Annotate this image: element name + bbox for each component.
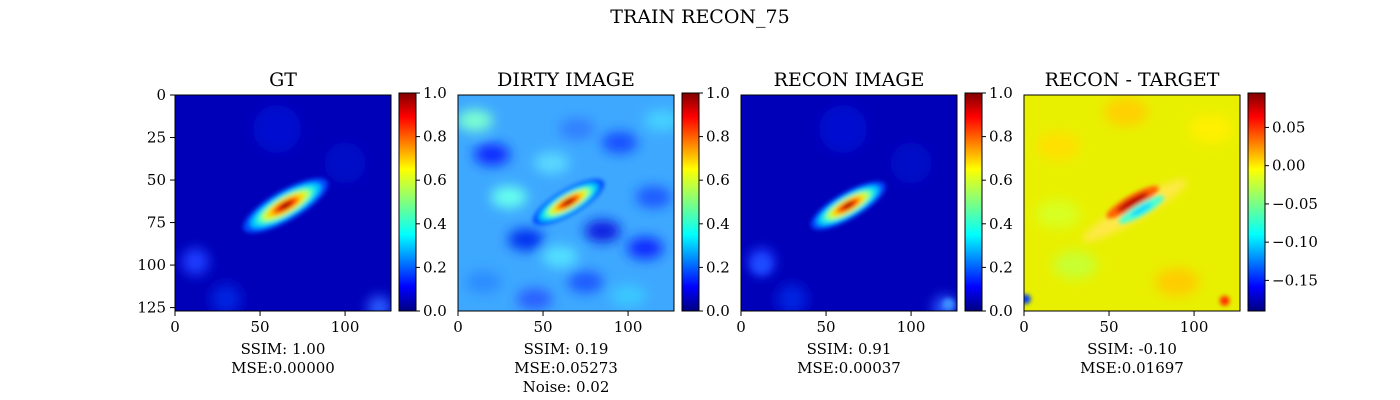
panel-stat: Noise: 0.02: [523, 378, 610, 396]
colorbar: [681, 92, 700, 312]
axes-frame: [740, 94, 958, 312]
panel-3: RECON - TARGET 0 50 100 0.05 0.00 −0.05 −0.10 −0…: [1019, 69, 1318, 377]
x-tick-label: 50: [533, 318, 552, 336]
heatmap-image: [175, 95, 391, 311]
panel-stat: SSIM: 1.00: [241, 340, 326, 358]
colorbar-tick-label: −0.05: [1272, 195, 1318, 213]
panel-title: DIRTY IMAGE: [497, 69, 635, 91]
colorbar-tick-label: 0.05: [1272, 118, 1305, 136]
y-tick-label: 50: [147, 171, 166, 189]
panel-stat: SSIM: 0.91: [807, 340, 892, 358]
x-tick-label: 0: [453, 318, 463, 336]
axes-frame: [457, 94, 675, 312]
panel-title: RECON - TARGET: [1045, 69, 1220, 91]
colorbar: [964, 92, 983, 312]
colorbar-tick-label: 0.0: [423, 302, 447, 320]
panel-stat: SSIM: -0.10: [1087, 340, 1177, 358]
y-tick-label: 125: [137, 299, 166, 317]
heatmap-image: [741, 95, 957, 311]
panel-title: GT: [269, 69, 297, 91]
x-tick-label: 100: [614, 318, 643, 336]
heatmap-image: [1024, 95, 1240, 311]
colorbar: [1247, 92, 1266, 312]
x-tick-label: 100: [897, 318, 926, 336]
panel-stat: SSIM: 0.19: [524, 340, 609, 358]
x-tick-label: 0: [170, 318, 180, 336]
axes-frame: [174, 94, 392, 312]
colorbar-tick-label: 0.4: [423, 215, 447, 233]
y-tick-label: 25: [147, 129, 166, 147]
axes-frame: [1023, 94, 1241, 312]
colorbar-tick-label: 0.6: [423, 171, 447, 189]
colorbar-tick-label: 0.4: [706, 215, 730, 233]
colorbar-tick-label: 0.6: [706, 171, 730, 189]
colorbar-tick-label: 0.0: [706, 302, 730, 320]
x-tick-label: 0: [736, 318, 746, 336]
colorbar-tick-label: 1.0: [706, 84, 730, 102]
panel-stat: MSE:0.05273: [514, 359, 618, 377]
colorbar-tick-label: −0.15: [1272, 271, 1318, 289]
panel-stat: MSE:0.00000: [231, 359, 335, 377]
colorbar-tick-label: 0.2: [423, 258, 447, 276]
colorbar-tick-label: 1.0: [423, 84, 447, 102]
source-blob: [532, 178, 605, 226]
colorbar-tick-label: 0.8: [423, 128, 447, 146]
colorbar-tick-label: 0.4: [989, 215, 1013, 233]
panel-stat: MSE:0.01697: [1080, 359, 1184, 377]
colorbar: [398, 92, 417, 312]
source-blob: [810, 181, 886, 230]
y-tick-label: 0: [156, 86, 166, 104]
colorbar-tick-label: 0.8: [706, 128, 730, 146]
colorbar-tick-label: 0.8: [989, 128, 1013, 146]
panel-0: GT 0 50 100 0 25 50 75 100 125 0.0 0.2 0.4 0.6 0.8 1.0 S…: [137, 69, 447, 377]
panel-title: RECON IMAGE: [774, 69, 925, 91]
y-tick-label: 100: [137, 256, 166, 274]
colorbar-tick-label: 0.00: [1272, 157, 1305, 175]
x-tick-label: 0: [1019, 318, 1029, 336]
heatmap-image: [458, 95, 674, 311]
y-tick-label: 75: [147, 214, 166, 232]
source-blob: [1106, 185, 1165, 224]
colorbar-tick-label: 0.2: [706, 258, 730, 276]
x-tick-label: 100: [331, 318, 360, 336]
colorbar-tick-label: 0.2: [989, 258, 1013, 276]
x-tick-label: 50: [250, 318, 269, 336]
x-tick-label: 100: [1180, 318, 1209, 336]
x-tick-label: 50: [1099, 318, 1118, 336]
colorbar-tick-label: 0.6: [989, 171, 1013, 189]
x-tick-label: 50: [816, 318, 835, 336]
panel-2: RECON IMAGE 0 50 100 0.0 0.2 0.4 0.6 0.8 1.0 SSIM:…: [736, 69, 1013, 377]
source-blob: [243, 178, 328, 233]
panel-1: DIRTY IMAGE 0 50 100 0.0 0.2 0.4 0.6 0.8 1.0 SSIM:…: [453, 69, 730, 396]
figure-suptitle: TRAIN RECON_75: [610, 6, 789, 28]
colorbar-tick-label: 1.0: [989, 84, 1013, 102]
panel-stat: MSE:0.00037: [797, 359, 901, 377]
colorbar-tick-label: 0.0: [989, 302, 1013, 320]
colorbar-tick-label: −0.10: [1272, 233, 1318, 251]
